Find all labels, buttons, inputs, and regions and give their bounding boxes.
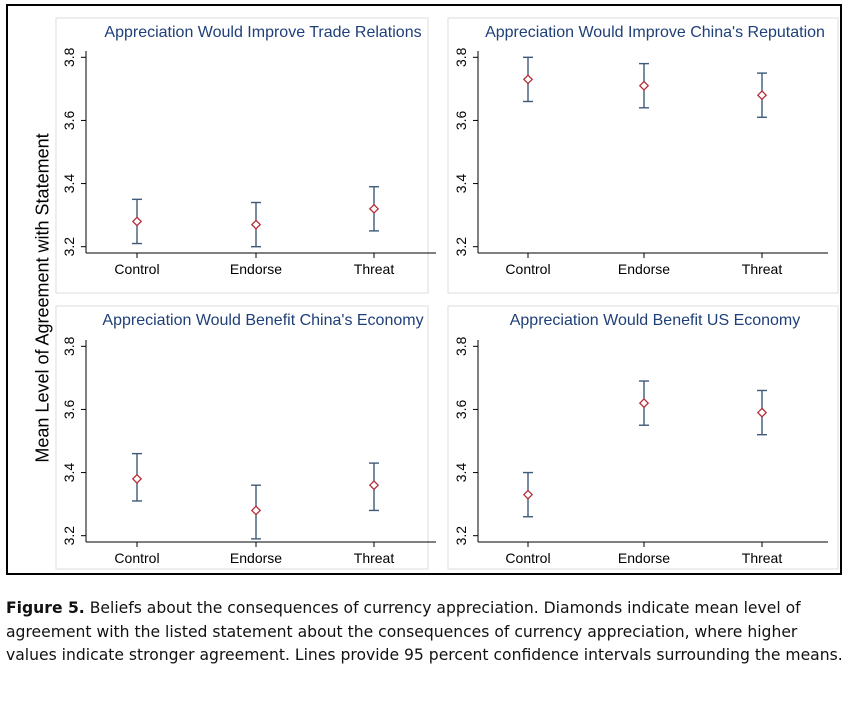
panel-1-y-tick-label: 3.2 bbox=[61, 237, 77, 257]
panel-4-mean-diamond bbox=[638, 398, 650, 409]
panel-4-border bbox=[447, 305, 839, 570]
figure-caption: Figure 5. Beliefs about the consequences… bbox=[6, 597, 846, 668]
panel-4-y-tick-label: 3.8 bbox=[453, 336, 469, 356]
panel-3-mean-diamond bbox=[368, 480, 380, 491]
panel-1-category-label: Endorse bbox=[230, 261, 282, 277]
panel-1-y-tick-label: 3.4 bbox=[61, 174, 77, 194]
panel-4-title: Appreciation Would Benefit US Economy bbox=[510, 312, 801, 329]
panel-4-mean-diamond bbox=[522, 489, 534, 500]
panel-2-border bbox=[447, 17, 839, 294]
panel-3-y-tick-label: 3.8 bbox=[61, 336, 77, 356]
panel-2-category-label: Control bbox=[505, 261, 550, 277]
panel-3-mean-diamond bbox=[250, 505, 262, 516]
panel-3-y-tick-label: 3.4 bbox=[61, 463, 77, 483]
panel-4-category-label: Threat bbox=[742, 550, 783, 566]
panel-1-category-label: Threat bbox=[354, 261, 395, 277]
panel-2-y-tick-label: 3.6 bbox=[453, 110, 469, 130]
panel-2-mean-diamond bbox=[756, 90, 768, 101]
panel-2-title: Appreciation Would Improve China's Reput… bbox=[485, 24, 825, 41]
panel-2-mean-diamond bbox=[638, 80, 650, 91]
panel-3-title: Appreciation Would Benefit China's Econo… bbox=[102, 312, 423, 329]
panel-1-mean-diamond bbox=[368, 203, 380, 214]
panel-1-category-label: Control bbox=[114, 261, 159, 277]
panel-2-category-label: Endorse bbox=[618, 261, 670, 277]
panel-4-y-tick-label: 3.4 bbox=[453, 463, 469, 483]
panel-1-y-tick-label: 3.8 bbox=[61, 47, 77, 67]
panel-4-mean-diamond bbox=[756, 407, 768, 418]
panel-2-category-label: Threat bbox=[742, 261, 783, 277]
panel-1-border bbox=[55, 17, 429, 294]
caption-text: Beliefs about the consequences of curren… bbox=[6, 599, 843, 664]
panel-3-category-label: Control bbox=[114, 550, 159, 566]
figure-panels: Appreciation Would Improve Trade Relatio… bbox=[55, 17, 839, 570]
global-y-axis-label: Mean Level of Agreement with Statement bbox=[32, 133, 53, 463]
panel-1-y-tick-label: 3.6 bbox=[61, 110, 77, 130]
panel-4-category-label: Endorse bbox=[618, 550, 670, 566]
panel-3-y-tick-label: 3.2 bbox=[61, 526, 77, 546]
figure-frame: Appreciation Would Improve Trade Relatio… bbox=[6, 4, 842, 575]
panel-1-mean-diamond bbox=[131, 216, 143, 227]
panel-4-category-label: Control bbox=[505, 550, 550, 566]
panel-2-y-tick-label: 3.4 bbox=[453, 174, 469, 194]
panel-4-y-tick-label: 3.2 bbox=[453, 526, 469, 546]
panel-2-y-tick-label: 3.2 bbox=[453, 237, 469, 257]
panel-3-mean-diamond bbox=[131, 473, 143, 484]
panel-2-y-tick-label: 3.8 bbox=[453, 47, 469, 67]
panel-2-mean-diamond bbox=[522, 74, 534, 85]
panel-1-title: Appreciation Would Improve Trade Relatio… bbox=[104, 24, 421, 41]
panel-3-border bbox=[55, 305, 429, 570]
panel-3-category-label: Threat bbox=[354, 550, 395, 566]
caption-label: Figure 5. bbox=[6, 599, 85, 617]
panel-3-y-tick-label: 3.6 bbox=[61, 399, 77, 419]
panel-4-y-tick-label: 3.6 bbox=[453, 399, 469, 419]
panel-3-category-label: Endorse bbox=[230, 550, 282, 566]
panel-1-mean-diamond bbox=[250, 219, 262, 230]
